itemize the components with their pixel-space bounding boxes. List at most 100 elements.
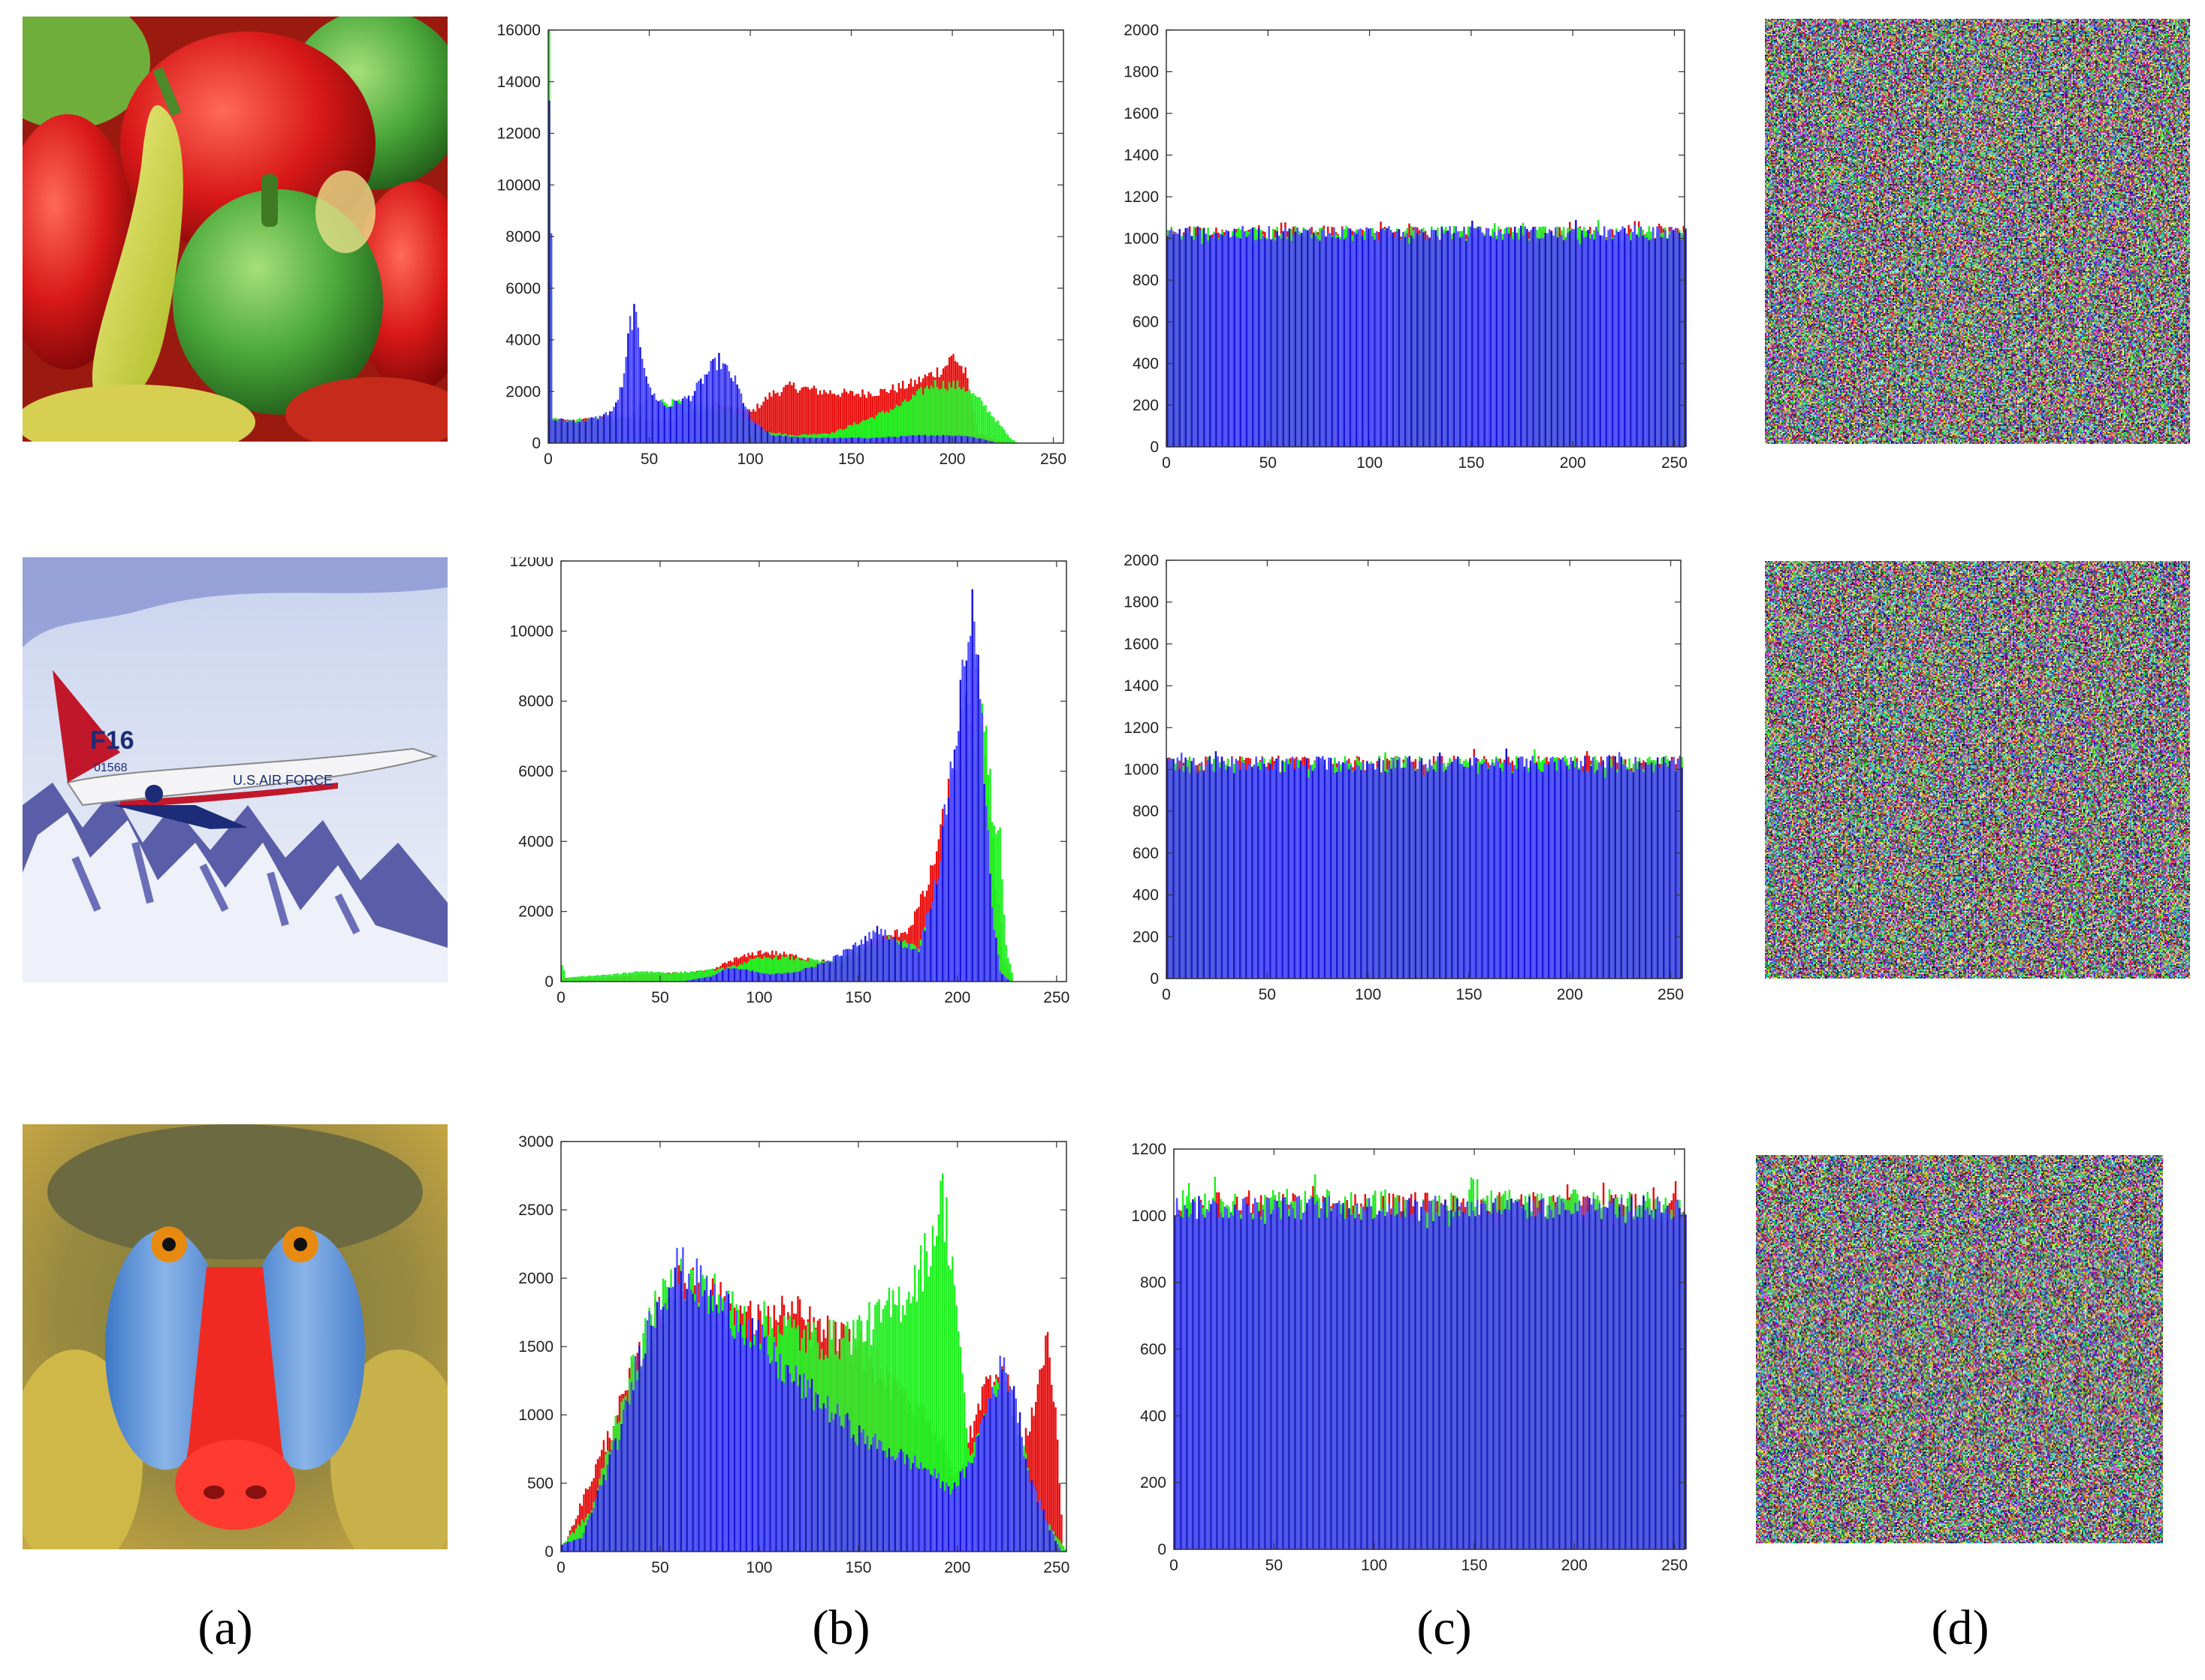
bar-B-57 xyxy=(663,406,666,443)
bar-B-195 xyxy=(1564,1210,1567,1549)
bar-B-115 xyxy=(1398,757,1401,979)
bar-B-78 xyxy=(706,374,708,443)
bar-B-177 xyxy=(906,436,908,443)
bar-R-133 xyxy=(817,394,819,443)
bar-B-100 xyxy=(750,419,753,443)
bar-B-240 xyxy=(1036,1502,1039,1552)
x-tick-label: 100 xyxy=(1361,1557,1387,1574)
bar-B-29 xyxy=(607,415,609,443)
bar-B-37 xyxy=(1247,1205,1250,1549)
bar-B-209 xyxy=(1588,771,1591,979)
bar-G-111 xyxy=(781,955,783,982)
bar-B-85 xyxy=(1344,1219,1347,1549)
x-tick-label: 0 xyxy=(1162,986,1171,1003)
bar-B-203 xyxy=(963,1477,966,1552)
bar-B-16 xyxy=(581,419,583,443)
bar-R-121 xyxy=(792,382,795,443)
bar-B-152 xyxy=(1475,228,1477,447)
bar-B-182 xyxy=(922,930,924,982)
bar-B-157 xyxy=(872,1437,874,1552)
bar-B-53 xyxy=(1273,763,1276,979)
bar-B-3 xyxy=(567,1542,569,1552)
bar-G-198 xyxy=(953,1285,956,1552)
bar-B-141 xyxy=(1456,1199,1458,1549)
bar-B-147 xyxy=(1463,766,1465,979)
bar-B-148 xyxy=(854,1442,857,1552)
bar-B-129 xyxy=(816,1394,819,1552)
series-B xyxy=(548,101,997,443)
bar-G-221 xyxy=(994,421,997,443)
x-tick-label: 100 xyxy=(1355,986,1381,1003)
bar-G-118 xyxy=(795,958,798,982)
bar-B-171 xyxy=(1511,773,1514,979)
bar-B-31 xyxy=(1229,766,1231,979)
bar-B-168 xyxy=(888,436,890,443)
bar-B-210 xyxy=(1593,239,1595,447)
bar-G-215 xyxy=(982,406,985,443)
bar-B-22 xyxy=(593,418,595,443)
bar-B-131 xyxy=(1431,765,1433,979)
bar-B-7 xyxy=(1181,753,1183,979)
bar-B-17 xyxy=(582,421,585,443)
bar-B-88 xyxy=(735,1311,738,1552)
bar-B-121 xyxy=(1412,238,1415,447)
bar-B-169 xyxy=(1512,1202,1515,1549)
bar-B-245 xyxy=(1661,764,1663,979)
bar-B-42 xyxy=(1251,767,1253,979)
bar-B-83 xyxy=(716,370,718,443)
bar-B-146 xyxy=(1466,1201,1468,1549)
bar-G-183 xyxy=(924,1232,926,1552)
airplane-photo: F16 01568 U.S.AIR FORCE xyxy=(23,557,448,982)
bar-B-12 xyxy=(584,1525,587,1552)
bar-B-235 xyxy=(1640,765,1642,979)
bar-B-42 xyxy=(644,1353,647,1552)
bar-B-246 xyxy=(1666,239,1669,447)
bar-B-58 xyxy=(665,407,668,443)
bar-B-62 xyxy=(673,400,676,443)
bar-G-227 xyxy=(1011,972,1013,982)
bar-G-4 xyxy=(569,977,572,982)
bar-B-244 xyxy=(1045,1519,1047,1552)
bar-B-192 xyxy=(1553,762,1556,979)
bar-G-35 xyxy=(630,973,632,982)
bar-B-107 xyxy=(773,1341,776,1552)
bar-G-198 xyxy=(948,382,951,443)
bar-B-60 xyxy=(669,406,672,443)
bar-B-116 xyxy=(791,1382,793,1552)
bar-B-225 xyxy=(1007,1391,1009,1552)
bar-B-108 xyxy=(1386,228,1388,447)
bar-B-133 xyxy=(1434,771,1437,979)
bar-G-223 xyxy=(1003,914,1006,982)
bar-G-191 xyxy=(934,379,937,443)
bar-G-212 xyxy=(976,397,979,443)
bar-B-134 xyxy=(1437,756,1439,979)
bar-B-215 xyxy=(982,439,985,443)
bar-B-163 xyxy=(1498,230,1500,447)
bar-G-201 xyxy=(954,388,957,443)
bar-B-168 xyxy=(894,937,897,982)
bar-B-217 xyxy=(991,1386,994,1552)
bar-B-171 xyxy=(900,940,902,982)
bar-B-63 xyxy=(1293,768,1296,979)
bar-B-19 xyxy=(1211,1199,1214,1549)
bar-B-208 xyxy=(968,436,971,443)
bar-B-116 xyxy=(1400,768,1403,979)
bar-B-239 xyxy=(1652,1218,1655,1549)
bar-G-131 xyxy=(813,433,816,443)
bar-B-39 xyxy=(638,1346,641,1552)
bar-B-105 xyxy=(1384,1216,1386,1549)
bar-B-53 xyxy=(1274,240,1277,447)
bar-B-147 xyxy=(852,1434,855,1552)
bar-B-86 xyxy=(731,1335,734,1552)
bar-B-23 xyxy=(1212,771,1215,979)
bar-B-156 xyxy=(1481,764,1483,979)
bar-B-223 xyxy=(1003,1357,1006,1552)
bar-G-177 xyxy=(906,401,908,443)
bar-B-197 xyxy=(1567,233,1569,447)
bar-R-156 xyxy=(863,394,866,443)
bar-B-100 xyxy=(1374,1217,1377,1549)
bar-B-84 xyxy=(727,1294,730,1552)
bar-B-185 xyxy=(1542,238,1545,447)
bar-B-206 xyxy=(1582,772,1585,979)
bar-B-215 xyxy=(1600,765,1603,979)
